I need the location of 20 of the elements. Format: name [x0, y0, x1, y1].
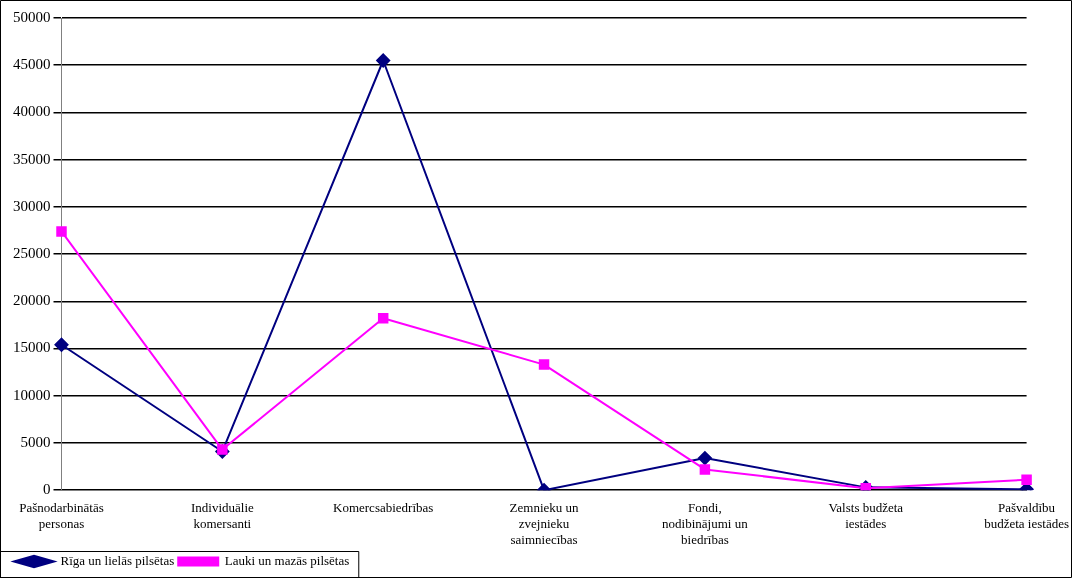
legend-label: Lauki un mazās pilsētas — [224, 552, 350, 568]
y-tick-label: 30000 — [13, 197, 51, 214]
x-tick-label: Valsts budžeta iestādes — [828, 500, 904, 532]
x-tick-label: Individuālie komersanti — [190, 500, 254, 532]
y-tick-label: 40000 — [13, 103, 51, 120]
x-tick-label: Zemnieku un zvejnieku saimniecības — [509, 500, 580, 547]
y-tick-label: 20000 — [13, 292, 51, 309]
y-tick-label: 35000 — [13, 150, 51, 167]
x-tick-label: Pašvaldību budžeta iestādes — [984, 500, 1069, 532]
y-tick-label: 5000 — [20, 433, 51, 450]
x-tick-label: Pašnodarbinātās personas — [19, 500, 104, 532]
y-tick-label: 10000 — [13, 386, 51, 403]
y-tick-label: 50000 — [13, 8, 51, 25]
legend-label: Rīga un lielās pilsētas — [60, 552, 175, 568]
y-tick-label: 25000 — [13, 245, 51, 262]
x-tick-label: Fondi, nodibinājumi un biedrības — [662, 500, 749, 547]
y-tick-label: 0 — [43, 481, 51, 498]
x-tick-label: Komercsabiedrības — [333, 500, 434, 516]
y-tick-label: 45000 — [13, 56, 51, 73]
y-tick-label: 15000 — [13, 339, 51, 356]
